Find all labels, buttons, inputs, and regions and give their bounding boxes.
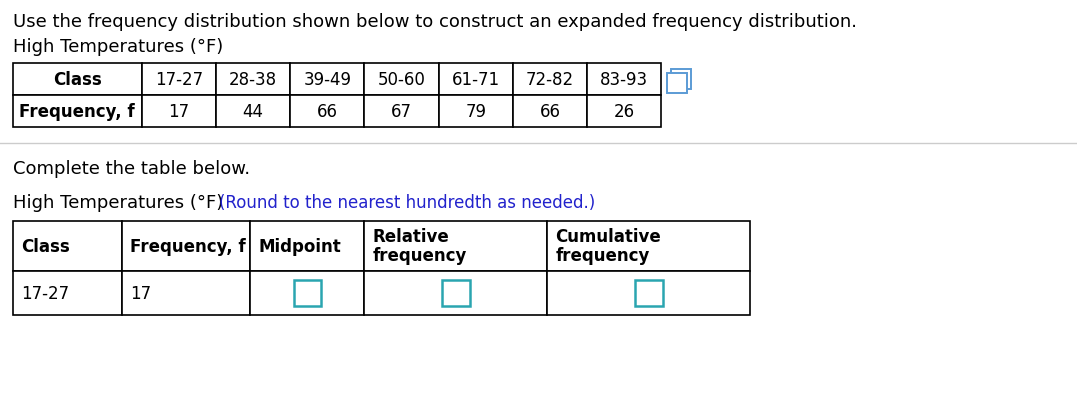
Bar: [667, 74, 687, 94]
Text: 17: 17: [129, 284, 151, 302]
Bar: [364, 96, 438, 128]
Text: 39-49: 39-49: [304, 71, 351, 89]
Bar: [294, 280, 321, 306]
Bar: [547, 221, 751, 271]
Bar: [215, 64, 290, 96]
Bar: [290, 64, 364, 96]
Text: 17-27: 17-27: [21, 284, 69, 302]
Text: 17: 17: [169, 103, 189, 121]
Text: frequency: frequency: [372, 246, 467, 264]
Bar: [13, 221, 122, 271]
Text: Class: Class: [21, 237, 70, 255]
Text: High Temperatures (°F): High Temperatures (°F): [13, 38, 223, 56]
Text: 79: 79: [466, 103, 486, 121]
Bar: [290, 96, 364, 128]
Bar: [547, 271, 751, 315]
Text: frequency: frequency: [555, 246, 650, 264]
Text: 17-27: 17-27: [154, 71, 202, 89]
Bar: [438, 96, 512, 128]
Bar: [141, 64, 215, 96]
Text: 66: 66: [540, 103, 560, 121]
Text: 72-82: 72-82: [526, 71, 574, 89]
Bar: [141, 96, 215, 128]
Bar: [635, 280, 663, 306]
Bar: [13, 96, 141, 128]
Text: Frequency, f: Frequency, f: [129, 237, 245, 255]
Bar: [671, 70, 691, 90]
Text: Cumulative: Cumulative: [555, 227, 662, 245]
Text: Complete the table below.: Complete the table below.: [13, 160, 250, 178]
Text: 66: 66: [317, 103, 337, 121]
Text: 26: 26: [614, 103, 634, 121]
Bar: [364, 221, 547, 271]
Bar: [588, 96, 662, 128]
Text: Midpoint: Midpoint: [258, 237, 342, 255]
Text: 67: 67: [391, 103, 412, 121]
Text: High Temperatures (°F): High Temperatures (°F): [13, 193, 223, 211]
Bar: [122, 221, 250, 271]
Text: 44: 44: [243, 103, 263, 121]
Text: 83-93: 83-93: [601, 71, 648, 89]
Text: 61-71: 61-71: [452, 71, 499, 89]
Bar: [442, 280, 470, 306]
Text: Use the frequency distribution shown below to construct an expanded frequency di: Use the frequency distribution shown bel…: [13, 13, 857, 31]
Text: Frequency, f: Frequency, f: [20, 103, 135, 121]
Bar: [13, 64, 141, 96]
Bar: [122, 271, 250, 315]
Bar: [364, 64, 438, 96]
Bar: [512, 64, 588, 96]
Bar: [438, 64, 512, 96]
Bar: [512, 96, 588, 128]
Text: 50-60: 50-60: [378, 71, 425, 89]
Text: Relative: Relative: [372, 227, 449, 245]
Bar: [13, 271, 122, 315]
Bar: [215, 96, 290, 128]
Text: (Round to the nearest hundredth as needed.): (Round to the nearest hundredth as neede…: [219, 193, 595, 211]
Bar: [588, 64, 662, 96]
Bar: [250, 271, 364, 315]
Text: 28-38: 28-38: [228, 71, 277, 89]
Bar: [364, 271, 547, 315]
Bar: [250, 221, 364, 271]
Text: Class: Class: [53, 71, 101, 89]
